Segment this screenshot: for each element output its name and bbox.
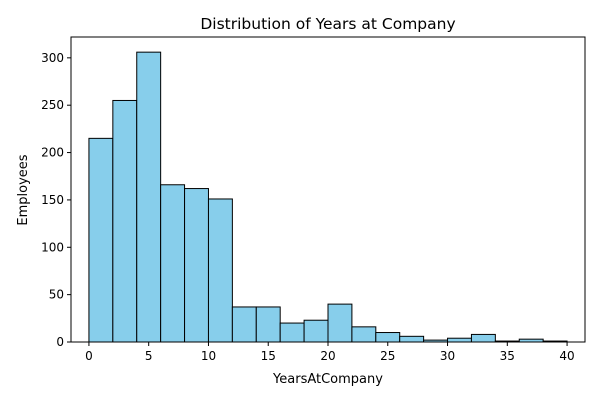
x-tick-label: 10 xyxy=(201,349,216,363)
histogram-bar xyxy=(447,337,472,343)
x-axis-label: YearsAtCompany xyxy=(272,372,383,387)
y-tick-label: 250 xyxy=(41,98,64,112)
histogram-bar xyxy=(184,188,209,343)
histogram-bar xyxy=(470,333,496,343)
y-tick-label: 50 xyxy=(49,288,64,302)
histogram-bar xyxy=(279,322,305,343)
histogram-bar xyxy=(112,99,138,343)
histogram-bar xyxy=(160,184,186,343)
histogram-bar xyxy=(303,319,329,343)
x-tick-label: 5 xyxy=(145,349,153,363)
y-axis-ticks: 0 50 100 150 200 250 300 xyxy=(41,51,71,349)
y-tick-label: 100 xyxy=(41,240,64,254)
chart-title: Distribution of Years at Company xyxy=(200,15,455,33)
y-tick-label: 150 xyxy=(41,193,64,207)
histogram-bar xyxy=(375,332,401,343)
histogram-bar xyxy=(255,306,281,343)
x-tick-label: 15 xyxy=(261,349,276,363)
y-tick-label: 0 xyxy=(56,335,64,349)
x-tick-label: 30 xyxy=(440,349,455,363)
histogram-bar xyxy=(351,326,377,343)
bars xyxy=(88,51,568,343)
x-tick-label: 35 xyxy=(500,349,515,363)
histogram-bar xyxy=(136,51,162,343)
y-tick-label: 200 xyxy=(41,146,64,160)
x-tick-label: 40 xyxy=(559,349,574,363)
x-tick-label: 20 xyxy=(320,349,335,363)
y-axis-label: Employees xyxy=(16,154,31,225)
x-axis-ticks: 0 5 10 15 20 25 30 35 40 xyxy=(85,342,575,363)
histogram-bar xyxy=(207,198,233,343)
histogram-bar xyxy=(327,303,353,343)
histogram-bar xyxy=(88,137,114,343)
histogram-bar xyxy=(231,306,257,343)
histogram-bar xyxy=(399,335,425,343)
x-tick-label: 25 xyxy=(380,349,395,363)
x-tick-label: 0 xyxy=(85,349,93,363)
y-tick-label: 300 xyxy=(41,51,64,65)
plot-area-frame xyxy=(70,36,586,343)
